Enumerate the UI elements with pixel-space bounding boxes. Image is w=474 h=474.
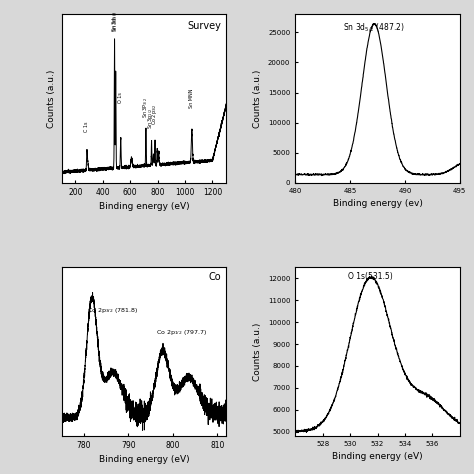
X-axis label: Binding energy (eV): Binding energy (eV) xyxy=(332,453,423,462)
X-axis label: Binding energy (eV): Binding energy (eV) xyxy=(99,456,189,465)
Text: Sn 3d$_{3/2}$: Sn 3d$_{3/2}$ xyxy=(111,11,120,33)
Text: O 1s: O 1s xyxy=(118,92,123,103)
Text: Survey: Survey xyxy=(187,21,221,31)
X-axis label: Binding energy (eV): Binding energy (eV) xyxy=(99,202,189,211)
Y-axis label: Counts (a.u.): Counts (a.u.) xyxy=(47,69,56,128)
Text: C 1s: C 1s xyxy=(84,122,89,132)
Text: Co 2p$_{3/2}$ (781.8): Co 2p$_{3/2}$ (781.8) xyxy=(87,307,138,315)
Text: O 1s(531.5): O 1s(531.5) xyxy=(348,272,393,281)
Text: Sn 3p$_{1/2}$: Sn 3p$_{1/2}$ xyxy=(147,108,155,129)
Y-axis label: Counts (a.u.): Counts (a.u.) xyxy=(253,322,262,381)
Text: Co 2p$_{3/2}$: Co 2p$_{3/2}$ xyxy=(151,104,159,125)
Text: Sn 3d$_{5/2}$: Sn 3d$_{5/2}$ xyxy=(110,11,118,33)
Text: Sn MNN: Sn MNN xyxy=(189,88,194,108)
Text: Sn 3P$_{3/2}$: Sn 3P$_{3/2}$ xyxy=(142,98,150,118)
Text: Co 2p$_{1/2}$ (797.7): Co 2p$_{1/2}$ (797.7) xyxy=(156,328,207,337)
Text: Sn 3d$_{5/2}$ (487.2): Sn 3d$_{5/2}$ (487.2) xyxy=(343,21,405,34)
X-axis label: Binding energy (ev): Binding energy (ev) xyxy=(333,200,422,209)
Y-axis label: Counts (a.u.): Counts (a.u.) xyxy=(253,69,262,128)
Text: Co: Co xyxy=(209,273,221,283)
